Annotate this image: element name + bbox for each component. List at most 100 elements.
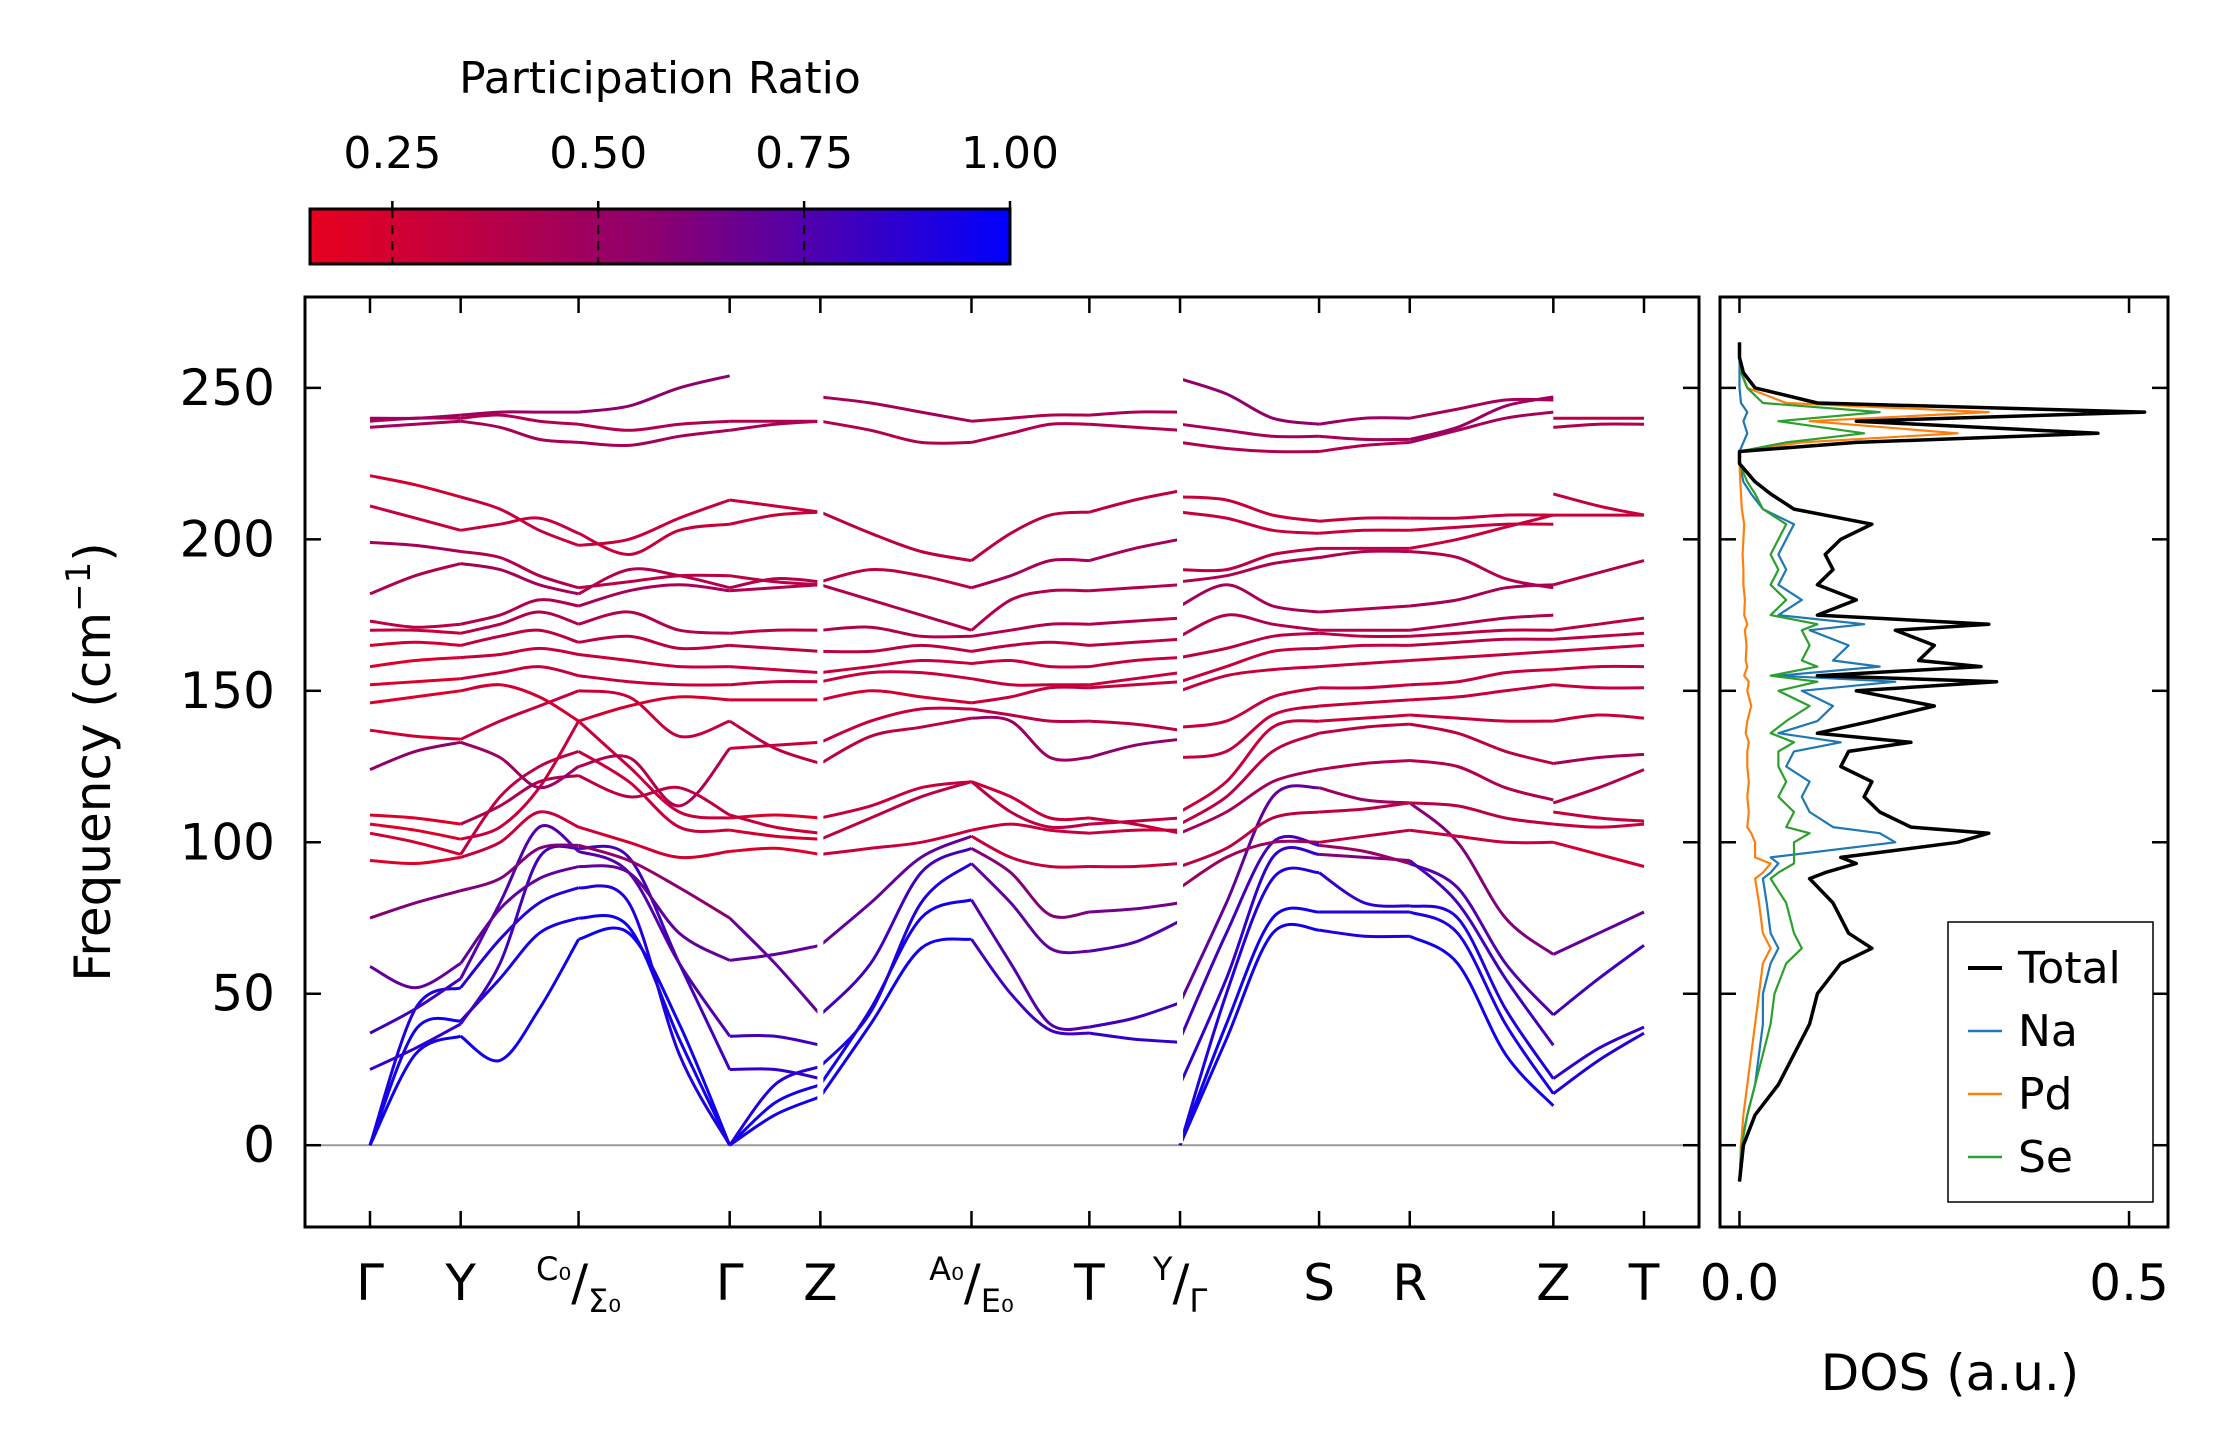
phonon-band	[460, 410, 579, 417]
dos-y-ticks	[1720, 386, 2168, 1147]
phonon-band	[1318, 549, 1410, 559]
phonon-band	[369, 689, 461, 705]
phonon-band	[971, 622, 1090, 638]
phonon-band	[1179, 665, 1320, 693]
dos-line-se	[1738, 342, 1881, 1182]
kpoint-label-R1: R	[1392, 1254, 1427, 1312]
band-segment	[577, 374, 732, 1146]
dos-legend: Total Na Pd Se	[1947, 921, 2154, 1203]
phonon-band	[369, 562, 462, 596]
phonon-band	[1089, 616, 1181, 626]
dos-x-tick-label: 0.0	[1700, 1254, 1780, 1312]
phonon-band	[970, 899, 1090, 1032]
phonon-band	[1409, 668, 1554, 687]
phonon-band	[1409, 583, 1554, 608]
colorbar-tick-label: 0.25	[343, 128, 441, 179]
dos-line-total	[1737, 342, 2147, 1182]
band-segment	[1552, 416, 1645, 1095]
phonon-band	[819, 706, 972, 744]
phonon-band	[460, 550, 580, 590]
phonon-band	[820, 670, 972, 684]
band-segment	[459, 410, 580, 1063]
phonon-band	[369, 619, 461, 629]
phonon-band	[1409, 722, 1554, 765]
path-break-gap	[817, 337, 824, 1144]
phonon-band	[1409, 613, 1554, 632]
path-breaks	[817, 337, 1184, 1144]
phonon-band	[1319, 631, 1410, 639]
phonon-band	[1553, 822, 1645, 829]
phonon-band	[1178, 906, 1320, 1146]
phonon-band	[460, 598, 579, 626]
phonon-band	[1179, 556, 1320, 584]
phonon-band	[578, 825, 730, 860]
phonon-band	[1552, 1025, 1645, 1080]
phonon-band	[1179, 686, 1320, 729]
phonon-band	[1409, 801, 1554, 826]
phonon-band	[369, 540, 461, 553]
phonon-band	[1318, 871, 1410, 908]
phonon-band	[1409, 904, 1555, 1080]
phonon-band	[1179, 810, 1320, 868]
kpoint-label-pre: Y	[1152, 1250, 1173, 1288]
phonon-band	[729, 1067, 821, 1081]
phonon-band	[578, 747, 731, 808]
phonon-band	[1178, 834, 1320, 1040]
phonon-band	[460, 774, 579, 826]
phonon-band	[1408, 801, 1555, 956]
phonon-band	[368, 1034, 462, 1146]
phonon-band	[369, 504, 462, 532]
phonon-band	[729, 846, 821, 856]
phonon-band	[971, 422, 1090, 444]
phonon-band	[729, 828, 821, 841]
phonon-band	[369, 474, 462, 499]
kpoint-label-pre: A₀	[929, 1250, 964, 1288]
phonon-band	[728, 916, 822, 1016]
phonon-band	[578, 419, 730, 432]
y-axis-label-end: )	[64, 542, 122, 562]
phonon-band	[1179, 510, 1320, 535]
phonon-band	[1553, 752, 1645, 765]
phonon-band	[1409, 713, 1554, 723]
phonon-band	[1179, 422, 1320, 439]
phonon-band	[578, 583, 730, 608]
colorbar-gradient	[308, 207, 1012, 266]
phonon-band	[369, 413, 461, 420]
phonon-band	[577, 719, 730, 820]
phonon-band	[460, 689, 580, 741]
phonon-band	[970, 834, 1090, 869]
phonon-band	[819, 862, 973, 1068]
legend-label-total: Total	[2017, 943, 2121, 994]
phonon-band	[460, 495, 580, 547]
phonon-band	[1179, 440, 1320, 454]
y-axis-label-base: Frequency (cm	[64, 612, 122, 982]
phonon-band	[819, 583, 972, 632]
phonon-band	[1552, 1031, 1645, 1095]
phonon-band	[1089, 583, 1181, 593]
phonon-band	[820, 658, 972, 675]
kpoint-label-slash: /	[1172, 1254, 1189, 1312]
phonon-band	[1553, 643, 1645, 653]
phonon-band	[1319, 683, 1410, 690]
phonon-band	[460, 683, 580, 723]
phonon-band	[578, 374, 731, 414]
legend-label-pd: Pd	[2018, 1069, 2072, 1120]
phonon-band	[1089, 919, 1181, 953]
phonon-band	[460, 562, 579, 596]
band-segment	[1178, 377, 1320, 1146]
phonon-band	[1089, 489, 1181, 514]
phonon-band	[970, 588, 1090, 632]
phonon-band	[1318, 928, 1410, 939]
phonon-band	[1318, 416, 1410, 426]
band-x-ticks: Γ Y C₀/Σ₀ Γ Z A₀/E₀ T Y/Γ S R Z T	[356, 297, 1660, 1320]
phonon-band	[460, 843, 579, 893]
phonon-band	[1318, 786, 1410, 805]
band-segment	[819, 395, 973, 1098]
phonon-band	[1319, 528, 1410, 535]
phonon-band	[460, 413, 579, 426]
phonon-band	[578, 610, 730, 635]
phonon-band	[820, 689, 972, 705]
phonon-band	[369, 813, 461, 826]
phonon-band	[728, 1064, 821, 1147]
phonon-band	[578, 843, 731, 920]
